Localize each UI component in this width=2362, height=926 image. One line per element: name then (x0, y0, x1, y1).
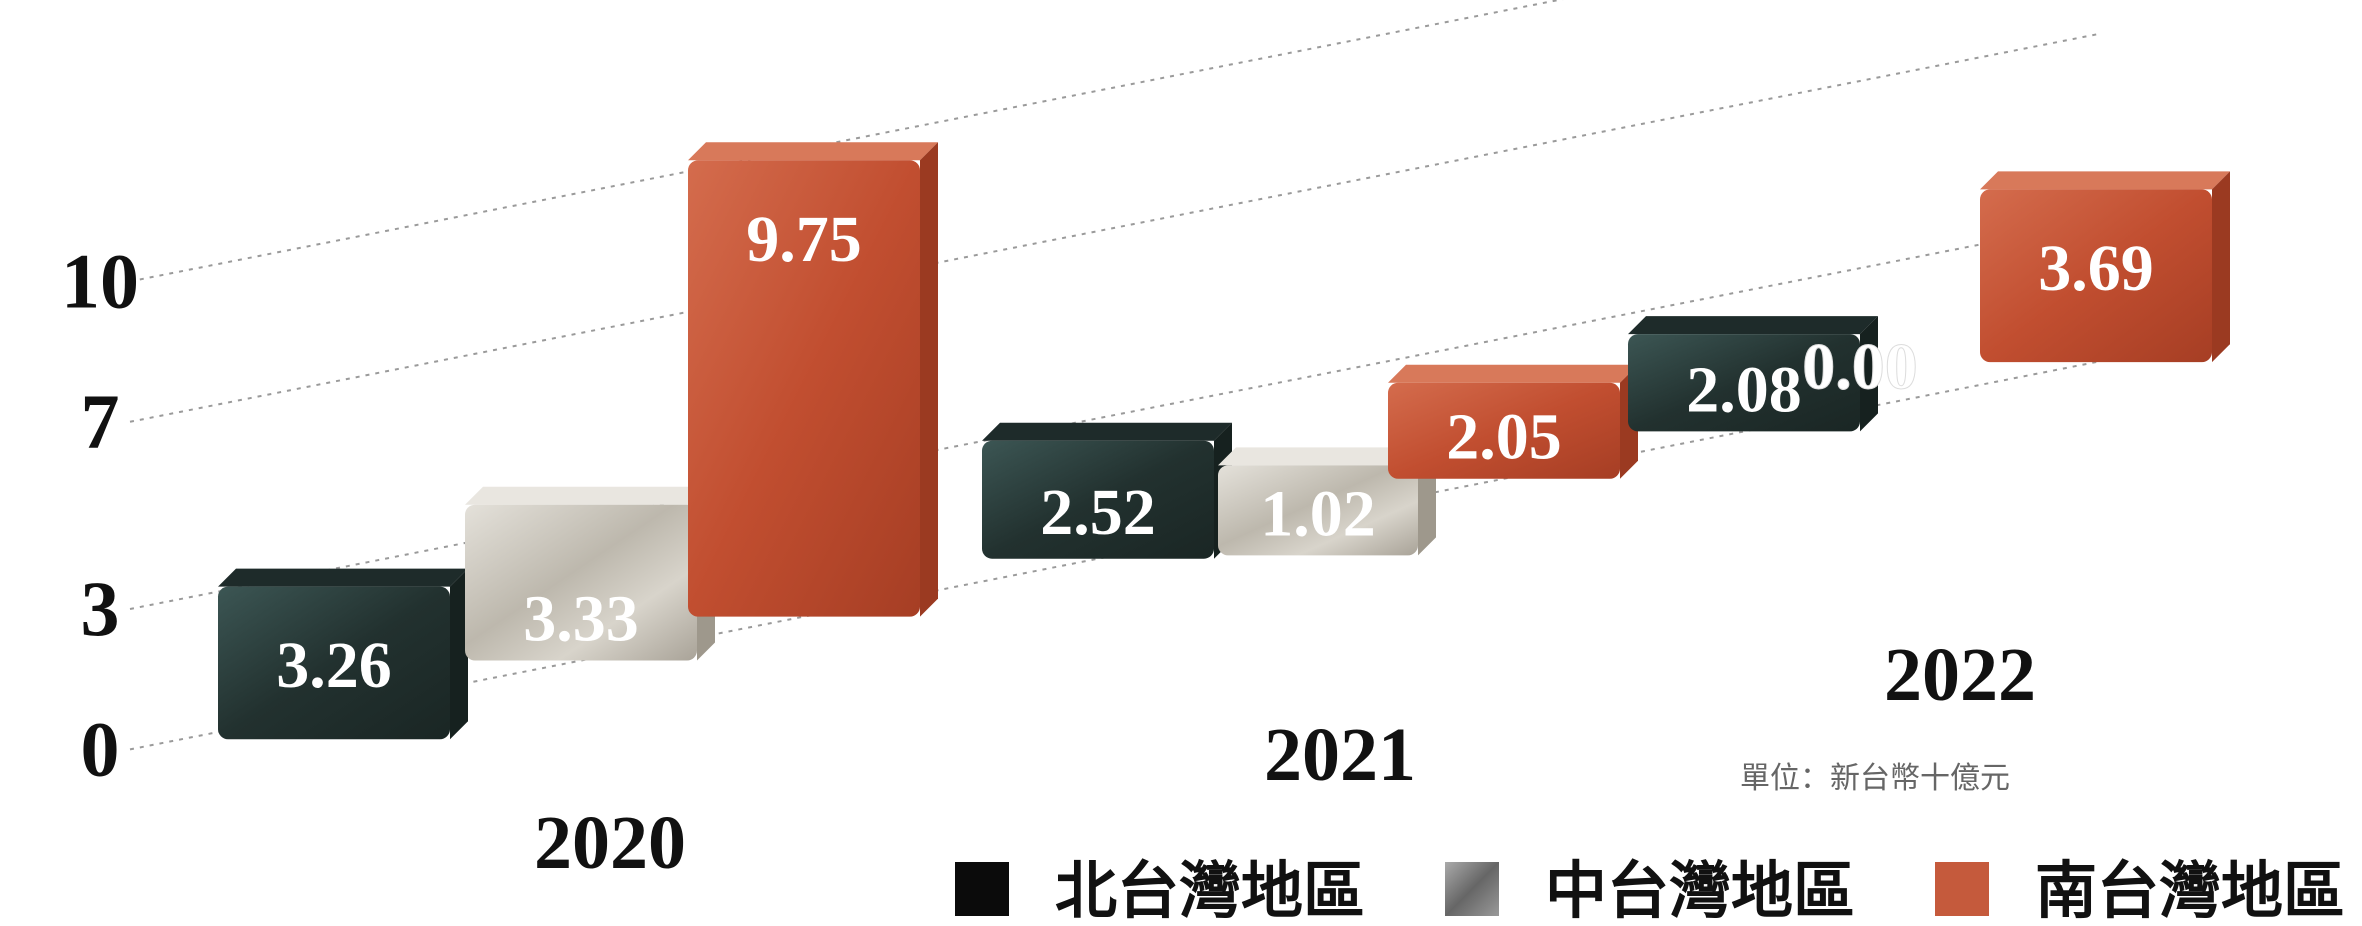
data-label-2022-南台灣地區: 3.69 (2038, 232, 2154, 305)
bar-2022-北台灣地區: 2.08 (1628, 316, 1878, 432)
data-label-2021-南台灣地區: 2.05 (1446, 401, 1562, 474)
bar-side-face (450, 568, 468, 740)
data-label-2020-北台灣地區: 3.26 (276, 629, 392, 702)
legend-label: 中台灣地區 (1545, 854, 1855, 926)
bar-top-face (465, 486, 715, 505)
bar-front-face (1218, 465, 1418, 556)
bar-2022-中台灣地區: 0.00 (1802, 330, 1919, 404)
bar-front-face (688, 160, 920, 617)
bar-top-face (1980, 171, 2230, 190)
gridline-7 (129, 32, 2101, 423)
bar-front-face (465, 504, 697, 661)
data-label-2022-中台灣地區: 0.00 (1802, 331, 1918, 404)
unit-note: 單位：新台幣十億元 (1740, 761, 2010, 796)
legend-swatch (955, 862, 1009, 916)
bar-top-face (1388, 364, 1638, 383)
bars: 3.26 3.33 9.75 2.52 1.02 2.05 2.08 0.00 3.69 (218, 142, 2230, 740)
legend-swatch (1445, 862, 1499, 916)
bar-2021-南台灣地區: 2.05 (1388, 364, 1638, 479)
bar-front-face (1628, 334, 1860, 432)
legend-item-中台灣地區: 中台灣地區 (1445, 854, 1855, 926)
x-category-label-2022: 2022 (1884, 633, 2036, 717)
x-category-label-2020: 2020 (534, 801, 686, 885)
bar-front-face (218, 586, 450, 740)
y-axis-ticks: 0 3 7 10 (61, 237, 139, 792)
bar-2021-北台灣地區: 2.52 (982, 422, 1232, 559)
bar-front-face (982, 440, 1214, 559)
bar-2021-中台灣地區: 1.02 (1218, 447, 1436, 556)
legend-label: 南台灣地區 (2035, 854, 2345, 926)
legend-item-北台灣地區: 北台灣地區 (955, 854, 1365, 926)
bar-top-face (1218, 447, 1436, 466)
legend-swatch (1935, 862, 1989, 916)
data-label-2020-中台灣地區: 3.33 (523, 583, 639, 656)
category-labels: 2020 2021 2022 (534, 633, 2036, 885)
y-tick-label-7: 7 (81, 378, 120, 465)
bar-2020-中台灣地區: 3.33 (465, 486, 715, 661)
y-tick-label-10: 10 (61, 237, 139, 324)
gridline-10 (129, 0, 1564, 283)
bar-front-face (1980, 189, 2212, 363)
bar-top-face (982, 422, 1232, 441)
bar-top-face (218, 568, 468, 587)
bar-top-face (1628, 316, 1878, 335)
bar-2020-南台灣地區: 9.75 (688, 142, 938, 617)
bar-2022-南台灣地區: 3.69 (1980, 171, 2230, 363)
bar-front-face (1388, 382, 1620, 479)
x-category-label-2021: 2021 (1264, 713, 1416, 797)
y-tick-label-3: 3 (81, 565, 120, 652)
gridline-3 (129, 219, 2101, 610)
data-label-2020-南台灣地區: 9.75 (746, 203, 862, 276)
data-label-2021-中台灣地區: 1.02 (1260, 477, 1376, 550)
y-tick-label-0: 0 (81, 705, 120, 792)
legend-label: 北台灣地區 (1055, 854, 1365, 926)
data-label-2022-北台灣地區: 2.08 (1686, 353, 1802, 426)
bar-side-face (920, 142, 938, 617)
bar-top-face (688, 142, 938, 161)
bar-side-face (1860, 316, 1878, 432)
bar-side-face (2212, 171, 2230, 363)
bar-2020-北台灣地區: 3.26 (218, 568, 468, 740)
data-label-2021-北台灣地區: 2.52 (1040, 476, 1156, 549)
legend-item-南台灣地區: 南台灣地區 (1935, 854, 2345, 926)
legend: 北台灣地區 中台灣地區 南台灣地區 (955, 854, 2345, 926)
